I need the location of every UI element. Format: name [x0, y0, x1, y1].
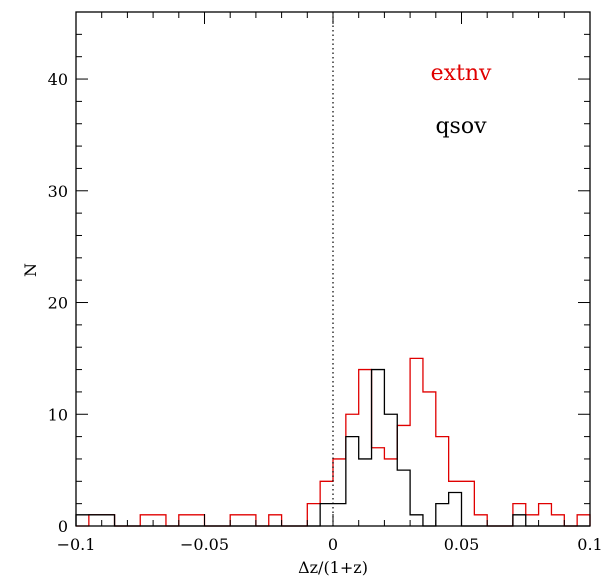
y-tick-label: 30 [48, 182, 68, 201]
labels-layer: −0.1 −0.05 0 0.05 0.1 0 10 20 30 40 [48, 70, 603, 554]
plot-frame [75, 11, 591, 527]
frame-layer [75, 11, 591, 527]
y-tick-label: 40 [48, 70, 68, 89]
y-tick-label: 0 [58, 517, 68, 536]
histogram-series-extnv [76, 357, 591, 527]
x-tick-label: 0 [328, 535, 338, 554]
x-tick-label: −0.05 [180, 535, 229, 554]
x-tick-label: 0.1 [577, 535, 602, 554]
y-tick-label: 10 [48, 405, 68, 424]
x-tick-label: −0.1 [57, 535, 96, 554]
ticks-layer [75, 11, 591, 527]
y-tick-label: 20 [48, 294, 68, 313]
legend-entry-extnv: extnv [431, 61, 492, 86]
x-axis-label: Δz/(1+z) [298, 558, 368, 577]
series-layer [75, 12, 591, 527]
x-tick-label: 0.05 [444, 535, 480, 554]
y-axis-label: N [21, 263, 40, 277]
legend-entry-qsov: qsov [435, 114, 487, 139]
